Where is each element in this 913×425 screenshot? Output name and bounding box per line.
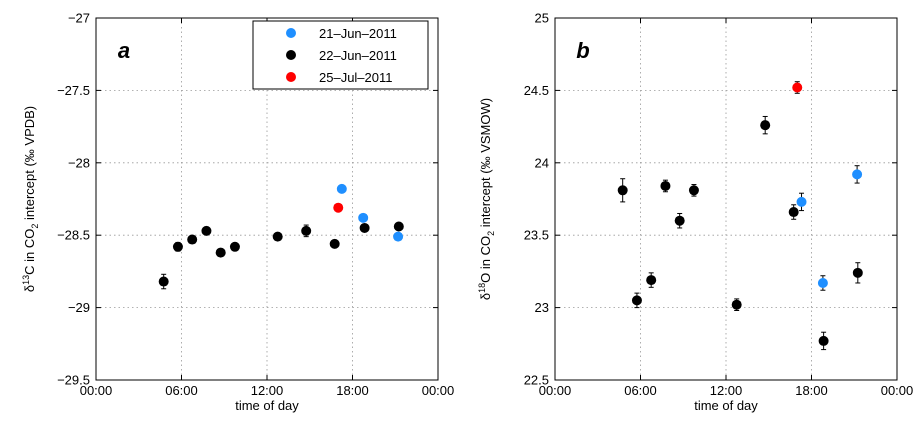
x-tick-label: 12:00	[251, 383, 284, 398]
y-tick-label: −29.5	[57, 373, 90, 388]
x-axis-label: time of day	[694, 398, 758, 413]
data-point	[788, 207, 799, 218]
y-tick-label: 22.5	[524, 373, 549, 388]
data-point	[358, 212, 369, 223]
legend-label: 21–Jun–2011	[319, 26, 397, 41]
legend-box	[252, 20, 429, 90]
data-point	[215, 247, 226, 258]
y-tick-label: 23.5	[524, 228, 549, 243]
data-point	[187, 234, 198, 245]
panel-label: a	[118, 38, 130, 63]
data-point	[272, 231, 283, 242]
data-point	[172, 241, 183, 252]
y-tick-label: −27	[68, 11, 90, 26]
panel-label: b	[576, 38, 589, 63]
y-tick-label: 25	[535, 11, 549, 26]
y-tick-label: −28	[68, 155, 90, 170]
y-tick-label: 24	[535, 155, 549, 170]
panel-a: 00:00 06:00 12:00 18:00 00:00−29.5−29−28.5−2…	[21, 11, 454, 414]
y-axis-label: δ13C in CO2 intercept (‰ VPDB)	[21, 106, 40, 292]
data-point	[359, 222, 370, 233]
x-tick-label: 00:00	[539, 383, 572, 398]
legend-label: 25–Jul–2011	[319, 70, 393, 85]
data-point	[336, 183, 347, 194]
x-tick-label: 12:00	[710, 383, 743, 398]
legend-marker	[286, 50, 296, 60]
data-point	[617, 185, 628, 196]
data-point	[688, 185, 699, 196]
data-point	[329, 238, 340, 249]
data-point	[852, 267, 863, 278]
data-point	[333, 202, 344, 213]
data-point	[674, 215, 685, 226]
data-point	[792, 82, 803, 93]
data-point	[796, 196, 807, 207]
data-point	[817, 277, 828, 288]
x-tick-label: 00:00	[80, 383, 113, 398]
y-tick-label: −28.5	[57, 228, 90, 243]
x-tick-label: 18:00	[795, 383, 828, 398]
data-point	[301, 225, 312, 236]
legend-marker	[286, 72, 296, 82]
panel-b: 00:00 06:00 12:00 18:00 00:0022.52323.52424.…	[477, 11, 913, 414]
x-tick-label: 06:00	[165, 383, 198, 398]
y-tick-label: −29	[68, 300, 90, 315]
legend-marker	[286, 28, 296, 38]
x-tick-label: 06:00	[624, 383, 657, 398]
data-point	[646, 275, 657, 286]
data-point	[631, 295, 642, 306]
data-point	[158, 276, 169, 287]
x-axis-label: time of day	[235, 398, 299, 413]
data-point	[731, 299, 742, 310]
data-point	[393, 221, 404, 232]
data-point	[201, 225, 212, 236]
y-tick-label: 24.5	[524, 83, 549, 98]
data-point	[852, 169, 863, 180]
x-tick-label: 00:00	[881, 383, 913, 398]
legend-label: 22–Jun–2011	[319, 48, 397, 63]
data-point	[229, 241, 240, 252]
y-tick-label: 23	[535, 300, 549, 315]
data-point	[760, 120, 771, 131]
data-point	[660, 180, 671, 191]
y-tick-label: −27.5	[57, 83, 90, 98]
x-tick-label: 00:00	[422, 383, 455, 398]
data-point	[393, 231, 404, 242]
x-tick-label: 18:00	[336, 383, 369, 398]
data-point	[818, 335, 829, 346]
y-axis-label: δ18O in CO2 intercept (‰ VSMOW)	[477, 98, 496, 300]
